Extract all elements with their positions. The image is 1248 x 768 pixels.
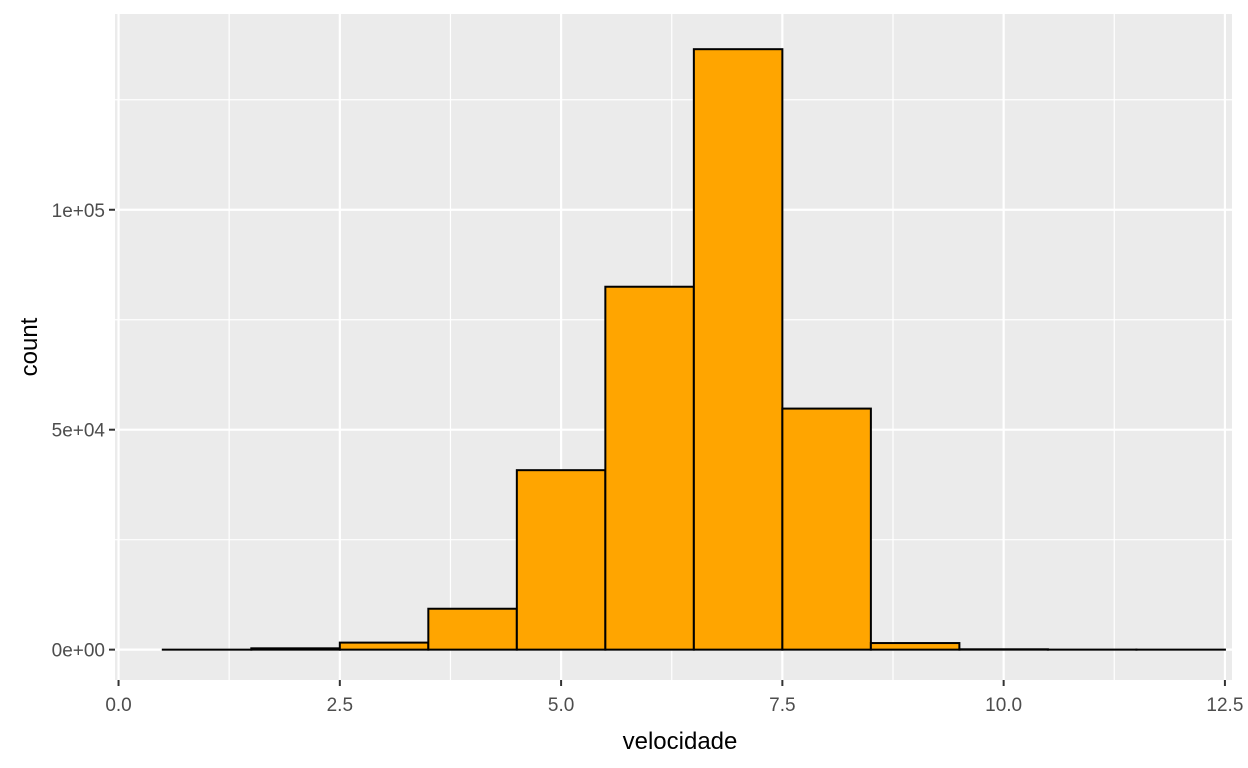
x-tick-label: 2.5 [327, 695, 353, 716]
x-tick-label: 0.0 [105, 695, 131, 716]
histogram-bar [250, 647, 341, 651]
y-tick-label: 1e+05 [52, 201, 105, 222]
x-axis: 0.0 2.5 5.0 7.5 10.0 12.5 [105, 680, 1243, 716]
x-tick-label: 5.0 [548, 695, 574, 716]
histogram-bar [515, 469, 607, 651]
y-axis: 0e+00 5e+04 1e+05 [52, 201, 115, 662]
y-axis-title: count [16, 317, 43, 376]
histogram-bar [781, 407, 872, 651]
histogram-bar [338, 641, 430, 651]
x-axis-title: velocidade [623, 728, 738, 755]
histogram-bar [604, 285, 695, 651]
histogram-bar [427, 607, 518, 651]
histogram-bars [161, 48, 1226, 651]
y-tick-label: 5e+04 [52, 421, 106, 442]
histogram-bar [692, 48, 784, 651]
x-tick-label: 10.0 [985, 695, 1022, 716]
y-tick-label: 0e+00 [52, 641, 105, 662]
histogram-bar [869, 642, 961, 651]
x-tick-label: 7.5 [769, 695, 795, 716]
x-tick-label: 12.5 [1206, 695, 1243, 716]
